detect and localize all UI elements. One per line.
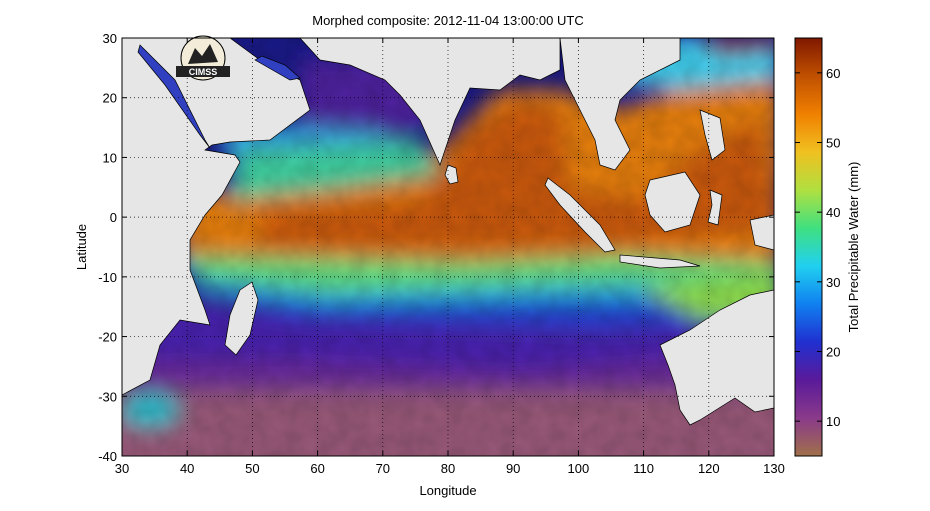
x-tick-label: 100	[568, 461, 590, 476]
x-tick-label: 70	[376, 461, 390, 476]
x-axis: 30 40 50 60 70 80 90 100 110 120 130	[115, 38, 785, 476]
cimss-logo: CIMSS	[176, 35, 230, 81]
y-tick-label: -30	[98, 389, 117, 404]
y-axis-label: Latitude	[74, 224, 89, 270]
logo-text: CIMSS	[189, 67, 218, 77]
y-tick-label: -40	[98, 449, 117, 464]
colorbar-tick-label: 10	[826, 414, 840, 429]
y-tick-label: 10	[103, 150, 117, 165]
y-axis: 30 20 10 0 -10 -20 -30 -40	[98, 31, 774, 464]
colorbar-tick-label: 20	[826, 345, 840, 360]
y-tick-label: 0	[110, 210, 117, 225]
y-tick-label: 20	[103, 91, 117, 106]
colorbar-ticks: 10 20 30 40 50 60	[795, 66, 840, 429]
x-tick-label: 80	[441, 461, 455, 476]
map-title: Morphed composite: 2012-11-04 13:00:00 U…	[312, 13, 583, 28]
x-tick-label: 110	[633, 461, 654, 476]
colorbar-gradient	[794, 37, 823, 457]
colorbar-label: Total Precipitable Water (mm)	[846, 162, 861, 333]
x-tick-label: 40	[180, 461, 194, 476]
x-tick-label: 90	[506, 461, 520, 476]
x-tick-label: 30	[115, 461, 129, 476]
land-masses	[122, 38, 774, 426]
x-tick-label: 60	[310, 461, 324, 476]
colorbar-tick-label: 50	[826, 136, 840, 151]
colorbar-tick-label: 40	[826, 205, 840, 220]
map-grid	[122, 38, 774, 456]
x-tick-label: 50	[245, 461, 259, 476]
colorbar-tick-label: 60	[826, 66, 840, 81]
x-tick-label: 130	[763, 461, 785, 476]
x-axis-label: Longitude	[419, 483, 476, 498]
colorbar: 10 20 30 40 50 60 Total Precipitable Water (m…	[794, 37, 861, 457]
y-tick-label: 30	[103, 31, 117, 46]
colorbar-tick-label: 30	[826, 275, 840, 290]
y-tick-label: -20	[98, 330, 117, 345]
y-tick-label: -10	[98, 270, 117, 285]
tpw-field	[122, 38, 774, 456]
x-tick-label: 120	[698, 461, 720, 476]
